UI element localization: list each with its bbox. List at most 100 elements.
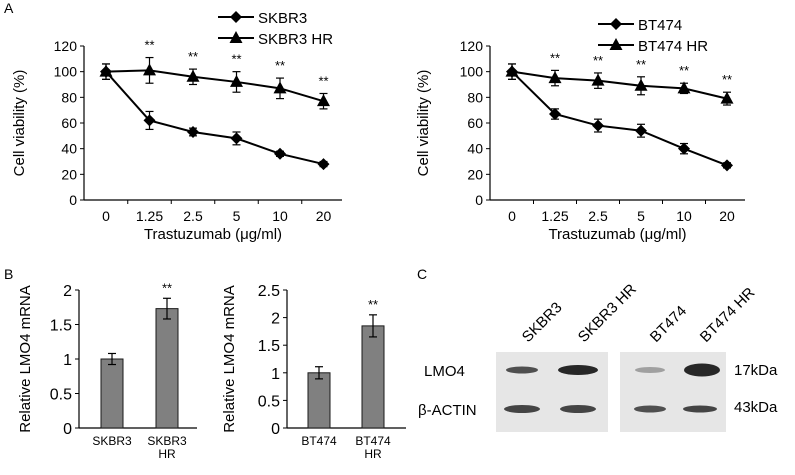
- significance-label: **: [679, 63, 689, 78]
- significance-label: **: [636, 57, 646, 72]
- significance-label: **: [593, 53, 603, 68]
- data-point-triangle: [230, 74, 243, 87]
- bar: [100, 358, 124, 429]
- x-tick-label: 5: [637, 208, 645, 224]
- y-tick-label: 60: [467, 115, 483, 131]
- series-line: [105, 71, 324, 166]
- data-point-triangle: [317, 94, 330, 107]
- data-point-triangle: [720, 91, 734, 104]
- x-tick-label: 2.5: [588, 208, 608, 224]
- x-tick-label: 10: [272, 208, 288, 224]
- panel-label-a: A: [4, 0, 14, 16]
- bar: [155, 308, 179, 429]
- x-tick-label: SKBR3: [147, 434, 187, 448]
- x-axis-label: Trastuzumab (μg/ml): [548, 226, 686, 243]
- legend-label: BT474 HR: [638, 38, 708, 55]
- significance-label: **: [368, 297, 378, 312]
- y-tick-label: 100: [460, 64, 484, 80]
- protein-band-actin: [560, 405, 596, 413]
- data-point-diamond: [592, 119, 604, 132]
- y-tick-label: 40: [467, 141, 483, 157]
- protein-band-lmo4: [558, 365, 598, 375]
- x-tick-label: 0: [102, 208, 110, 224]
- legend-label: SKBR3 HR: [258, 31, 333, 48]
- y-tick-label: 2: [271, 311, 280, 328]
- y-tick-label: 80: [61, 89, 77, 105]
- y-tick-label: 0.5: [258, 393, 280, 410]
- western-blot: SKBR3 SKBR3 HR BT474 BT474 HR LMO4 β-ACTIN 17k…: [418, 281, 778, 432]
- y-tick-label: 40: [61, 141, 77, 157]
- protein-label: LMO4: [424, 363, 465, 380]
- x-tick-label: BT474: [301, 434, 337, 448]
- y-tick-label: 20: [61, 166, 77, 182]
- series-line: [511, 70, 728, 167]
- line-chart-skbr3: 0 20 40 60 80 100 120 0 1.25 2.5 5 10 20 Trastuzumab …: [11, 10, 342, 243]
- panel-label-b: B: [4, 266, 13, 282]
- blot-membrane: [496, 352, 608, 432]
- x-tick-label: 2.5: [183, 208, 203, 224]
- legend-marker-triangle: [229, 31, 243, 43]
- legend-label: SKBR3: [258, 10, 307, 27]
- data-point-triangle: [143, 63, 156, 76]
- data-point-triangle: [273, 81, 287, 94]
- series-line: [511, 70, 728, 100]
- significance-label: **: [188, 49, 198, 64]
- data-point-diamond: [187, 125, 199, 138]
- x-tick-label: SKBR3: [92, 434, 132, 448]
- protein-band-actin: [683, 405, 717, 413]
- x-tick-label: 20: [719, 208, 735, 224]
- lane-label: BT474: [647, 303, 690, 346]
- lane-label: SKBR3: [519, 299, 566, 346]
- protein-band-lmo4: [506, 366, 538, 374]
- protein-band-lmo4: [684, 363, 720, 377]
- legend-marker-diamond: [230, 11, 242, 23]
- significance-label: **: [318, 73, 328, 88]
- y-tick-label: 60: [61, 115, 77, 131]
- significance-label: **: [275, 58, 285, 73]
- bar: [307, 372, 331, 429]
- x-tick-label: HR: [158, 447, 176, 461]
- y-axis-label: Relative LMO4 mRNA: [17, 285, 34, 433]
- y-tick-label: 2.5: [258, 283, 280, 300]
- lane-label: BT474 HR: [697, 284, 759, 346]
- x-tick-label: 1.25: [541, 208, 568, 224]
- y-tick-label: 1: [63, 352, 72, 369]
- y-tick-label: 1.5: [50, 318, 72, 335]
- significance-label: **: [231, 52, 241, 67]
- x-tick-label: 10: [676, 208, 692, 224]
- y-tick-label: 0: [69, 192, 77, 208]
- legend-marker-diamond: [610, 18, 622, 30]
- protein-band-lmo4: [635, 367, 665, 373]
- significance-label: **: [722, 72, 732, 87]
- y-axis-label: Cell viability (%): [415, 70, 432, 177]
- data-point-diamond: [635, 124, 647, 137]
- y-tick-label: 0: [271, 421, 280, 438]
- x-tick-label: 0: [508, 208, 516, 224]
- series-line: [105, 69, 324, 103]
- y-tick-label: 0: [475, 192, 483, 208]
- data-point-triangle: [677, 81, 691, 94]
- data-point-triangle: [591, 73, 605, 86]
- data-point-diamond: [317, 158, 330, 171]
- y-tick-label: 0.5: [50, 387, 72, 404]
- significance-label: **: [162, 280, 172, 295]
- line-chart-bt474: 0 20 40 60 80 100 120 0 1.25 2.5 5 10 20 Trastuzumab …: [415, 17, 745, 243]
- data-point-triangle: [505, 64, 519, 77]
- significance-label: **: [550, 50, 560, 65]
- data-point-triangle: [186, 69, 200, 82]
- molecular-weight-label: 43kDa: [734, 399, 778, 416]
- y-tick-label: 1: [271, 366, 280, 383]
- x-tick-label: 1.25: [136, 208, 163, 224]
- y-tick-label: 0: [63, 421, 72, 438]
- data-point-triangle: [634, 78, 648, 91]
- y-tick-label: 2: [63, 283, 72, 300]
- blot-membrane: [620, 352, 726, 432]
- x-tick-label: 20: [316, 208, 332, 224]
- legend-label: BT474: [638, 17, 682, 34]
- data-point-diamond: [678, 142, 690, 155]
- data-point-triangle: [99, 64, 113, 77]
- y-axis-label: Cell viability (%): [11, 70, 28, 177]
- y-tick-label: 120: [460, 38, 484, 54]
